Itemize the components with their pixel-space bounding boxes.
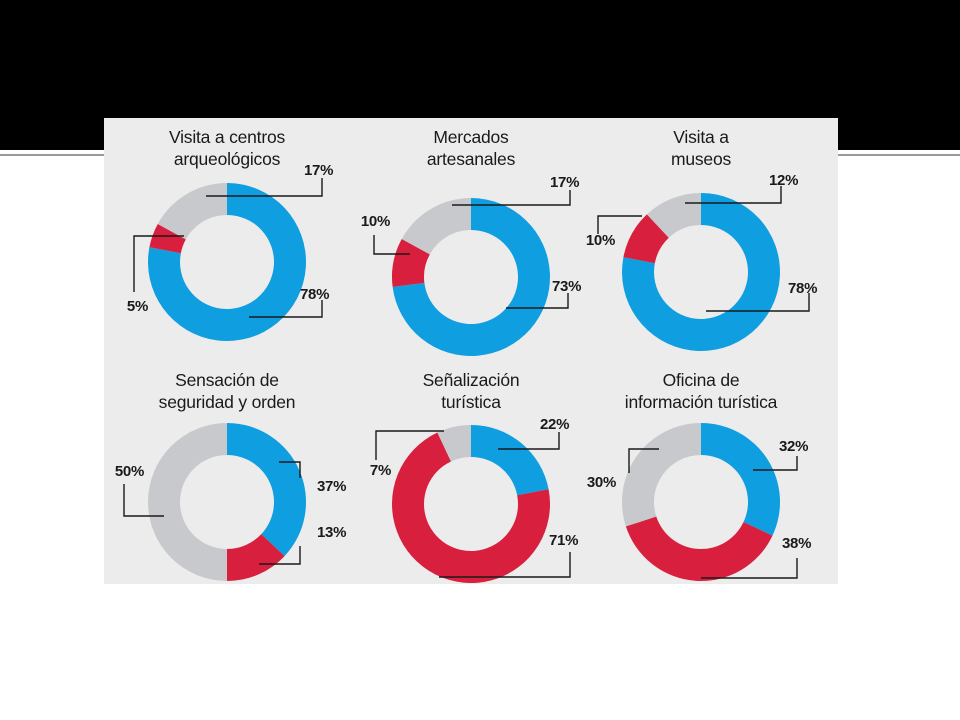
data-label: 30% — [587, 474, 616, 491]
data-label: 50% — [115, 463, 144, 480]
leader-line — [123, 484, 164, 517]
data-label: 17% — [304, 162, 333, 179]
chart-title-line: artesanales — [427, 149, 516, 169]
donut-segment-gray — [148, 423, 227, 581]
leader-line — [753, 456, 798, 471]
donut-chart-panel: Visita a centros arqueológicos 78% 5% 17% Mer… — [104, 118, 838, 584]
chart-title-line: seguridad y orden — [159, 392, 296, 412]
leader-line — [249, 300, 323, 318]
data-label: 17% — [550, 174, 579, 191]
leader-line — [439, 552, 571, 578]
data-label: 22% — [540, 416, 569, 433]
leader-line — [259, 546, 301, 565]
donut-segment-gray — [437, 425, 471, 462]
leader-line — [498, 432, 560, 450]
chart-title-line: museos — [671, 149, 732, 169]
chart-title-line: Señalización — [423, 370, 520, 390]
donut-segment-blue — [148, 183, 307, 341]
donut-segment-red — [227, 534, 285, 581]
data-label: 78% — [300, 286, 329, 303]
donut-segment-gray — [621, 423, 701, 527]
data-label: 12% — [769, 172, 798, 189]
donut-segment-gray — [646, 193, 701, 238]
donut-segment-blue — [701, 423, 780, 536]
leader-line — [506, 293, 569, 309]
data-label: 13% — [317, 524, 346, 541]
leader-line — [452, 190, 571, 206]
leader-line — [701, 558, 798, 579]
data-label: 10% — [361, 213, 390, 230]
chart-title-line: Sensación de — [175, 370, 279, 390]
chart-title-line: turística — [441, 392, 501, 412]
donut-segment-blue — [392, 198, 550, 356]
leader-line — [206, 178, 323, 197]
leader-line — [685, 186, 782, 204]
data-label: 10% — [586, 232, 615, 249]
data-label: 7% — [370, 462, 391, 479]
leader-line — [628, 448, 659, 473]
chart-title-line: Visita a centros — [169, 127, 286, 147]
leader-line — [279, 461, 301, 478]
data-label: 37% — [317, 478, 346, 495]
data-label: 78% — [788, 280, 817, 297]
data-label: 73% — [552, 278, 581, 295]
donut-segment-red — [149, 223, 186, 254]
data-label: 38% — [782, 535, 811, 552]
donut-segment-red — [625, 516, 773, 581]
header-rule-left — [0, 154, 104, 156]
chart-title-line: Mercados — [433, 127, 509, 147]
data-label: 71% — [549, 532, 578, 549]
donut-segment-gray — [401, 198, 471, 255]
chart-title-line: Oficina de — [663, 370, 740, 390]
leader-line — [706, 293, 810, 312]
data-label: 32% — [779, 438, 808, 455]
leader-line — [133, 235, 184, 292]
leader-line — [375, 430, 444, 460]
chart-title-line: arqueológicos — [174, 149, 281, 169]
data-label: 5% — [127, 298, 148, 315]
donut-segment-gray — [157, 183, 227, 240]
header-rule-right — [838, 154, 960, 156]
donut-segment-blue — [227, 423, 306, 557]
donut-segment-red — [623, 214, 669, 264]
donut-segment-red — [392, 432, 550, 583]
leader-line — [373, 235, 410, 255]
donut-charts-svg: Visita a centrosarqueológicos78%5%17%Mer… — [115, 127, 817, 583]
chart-title-line: Visita a — [673, 127, 729, 147]
donut-segment-red — [392, 238, 430, 287]
donut-segment-blue — [471, 425, 549, 496]
leader-line — [597, 215, 642, 234]
chart-title-line: información turística — [625, 392, 778, 412]
